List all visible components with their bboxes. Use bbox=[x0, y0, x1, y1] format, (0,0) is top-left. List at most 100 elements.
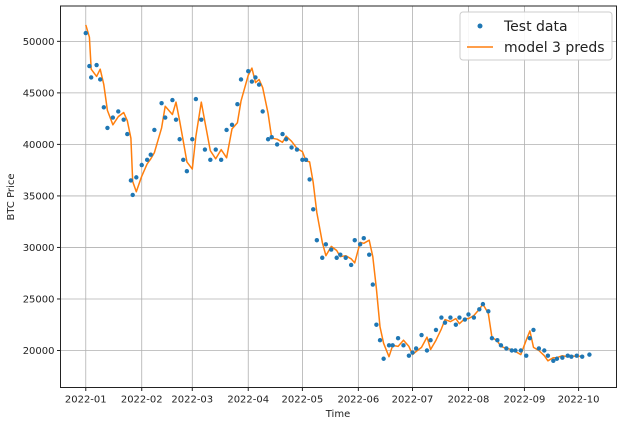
test-data-point bbox=[98, 77, 103, 82]
legend-label-model: model 3 preds bbox=[504, 40, 605, 56]
test-data-point bbox=[401, 343, 406, 348]
test-data-point bbox=[110, 115, 116, 120]
test-data-point bbox=[498, 343, 504, 348]
test-data-point bbox=[390, 343, 395, 348]
y-tick-label: 50000 bbox=[23, 37, 55, 48]
test-data-point bbox=[181, 157, 186, 163]
x-tick-label: 2022-03 bbox=[171, 395, 213, 406]
test-data-point bbox=[560, 355, 565, 360]
test-data-point bbox=[265, 137, 271, 142]
test-data-point bbox=[125, 131, 130, 137]
y-axis-label: BTC Price bbox=[6, 174, 17, 221]
test-data-point bbox=[565, 353, 570, 358]
test-data-point bbox=[433, 327, 439, 333]
test-data-point bbox=[269, 134, 274, 140]
test-data-point bbox=[370, 282, 375, 287]
test-data-point bbox=[303, 157, 309, 163]
x-tick-label: 2022-09 bbox=[504, 395, 546, 406]
test-data-point bbox=[274, 142, 280, 147]
test-data-point bbox=[453, 322, 459, 327]
test-data-point bbox=[524, 353, 529, 358]
x-tick-label: 2022-10 bbox=[558, 395, 600, 406]
x-axis: 2022-01 2022-02 2022-03 2022-04 2022-05 2022-… bbox=[65, 387, 600, 406]
test-data-point bbox=[466, 312, 471, 317]
test-data-point bbox=[134, 175, 139, 180]
test-data-point bbox=[348, 262, 354, 268]
test-data-point bbox=[486, 309, 491, 314]
test-data-point bbox=[377, 337, 383, 343]
x-tick-label: 2022-01 bbox=[65, 395, 107, 406]
test-data-point bbox=[489, 335, 495, 341]
test-data-point bbox=[307, 177, 312, 182]
test-data-point bbox=[428, 337, 433, 343]
plot-frame bbox=[60, 5, 617, 388]
test-data-point bbox=[139, 162, 144, 168]
test-data-point bbox=[334, 255, 339, 260]
x-axis-label: Time bbox=[325, 409, 350, 420]
test-data-point bbox=[462, 317, 468, 322]
test-data-point bbox=[256, 82, 262, 87]
legend: Test data model 3 preds bbox=[459, 11, 613, 61]
test-data-point bbox=[238, 77, 244, 82]
test-data-point bbox=[554, 356, 560, 361]
test-data-point bbox=[329, 247, 334, 252]
legend-marker-test bbox=[477, 23, 483, 29]
test-data-point bbox=[531, 327, 536, 333]
test-data-point bbox=[177, 137, 182, 142]
test-data-point bbox=[361, 235, 366, 241]
test-data-point bbox=[406, 353, 412, 358]
test-data-point bbox=[199, 117, 204, 122]
test-data-point bbox=[395, 335, 401, 341]
x-tick-label: 2022-05 bbox=[281, 395, 323, 406]
test-data-point bbox=[419, 332, 424, 338]
test-data-point bbox=[280, 131, 285, 137]
test-data-point bbox=[580, 354, 585, 359]
y-tick-label: 35000 bbox=[23, 191, 55, 202]
test-data-point bbox=[249, 79, 255, 84]
model-preds-series bbox=[85, 24, 583, 362]
test-data-point bbox=[574, 353, 579, 358]
test-data-point bbox=[366, 252, 372, 257]
test-data-point bbox=[509, 348, 514, 353]
test-data-point bbox=[190, 137, 195, 142]
test-data-point bbox=[116, 109, 121, 114]
test-data-point bbox=[343, 255, 348, 260]
model-preds-line bbox=[85, 24, 583, 362]
test-data-point bbox=[410, 350, 415, 355]
y-tick-label: 30000 bbox=[23, 243, 55, 254]
x-tick-label: 2022-04 bbox=[227, 395, 269, 406]
test-data-point bbox=[87, 63, 92, 69]
test-data-point bbox=[224, 127, 229, 133]
test-data-point bbox=[289, 145, 294, 150]
test-data-point bbox=[480, 301, 486, 307]
test-data-point bbox=[159, 100, 164, 106]
y-axis: 20000 25000 30000 35000 40000 45000 50000 bbox=[23, 37, 61, 357]
test-data-point bbox=[374, 322, 379, 327]
test-data-point bbox=[105, 125, 110, 131]
test-data-point bbox=[381, 356, 386, 361]
test-data-point bbox=[439, 315, 444, 320]
test-data-point bbox=[173, 117, 179, 122]
test-data-point bbox=[163, 115, 168, 120]
test-data-point bbox=[213, 147, 218, 152]
test-data-point bbox=[218, 157, 224, 163]
test-data-point bbox=[457, 315, 462, 320]
y-tick-label: 25000 bbox=[23, 294, 55, 305]
test-data-point bbox=[144, 157, 150, 163]
test-data-point bbox=[130, 192, 135, 198]
test-data-point bbox=[518, 348, 524, 353]
test-data-point bbox=[184, 168, 190, 174]
test-data-point bbox=[229, 122, 235, 128]
test-data-point bbox=[311, 207, 316, 212]
test-data-point bbox=[352, 238, 357, 243]
test-data-point bbox=[294, 147, 300, 152]
test-data-point bbox=[202, 147, 208, 152]
test-data-point bbox=[513, 348, 518, 353]
test-data-point bbox=[193, 96, 199, 102]
test-data-point bbox=[551, 358, 556, 364]
legend-label-test: Test data bbox=[503, 19, 568, 35]
test-data-point bbox=[253, 75, 258, 80]
y-tick-label: 45000 bbox=[23, 88, 55, 99]
test-data-point bbox=[413, 346, 419, 351]
x-tick-label: 2022-02 bbox=[121, 395, 163, 406]
